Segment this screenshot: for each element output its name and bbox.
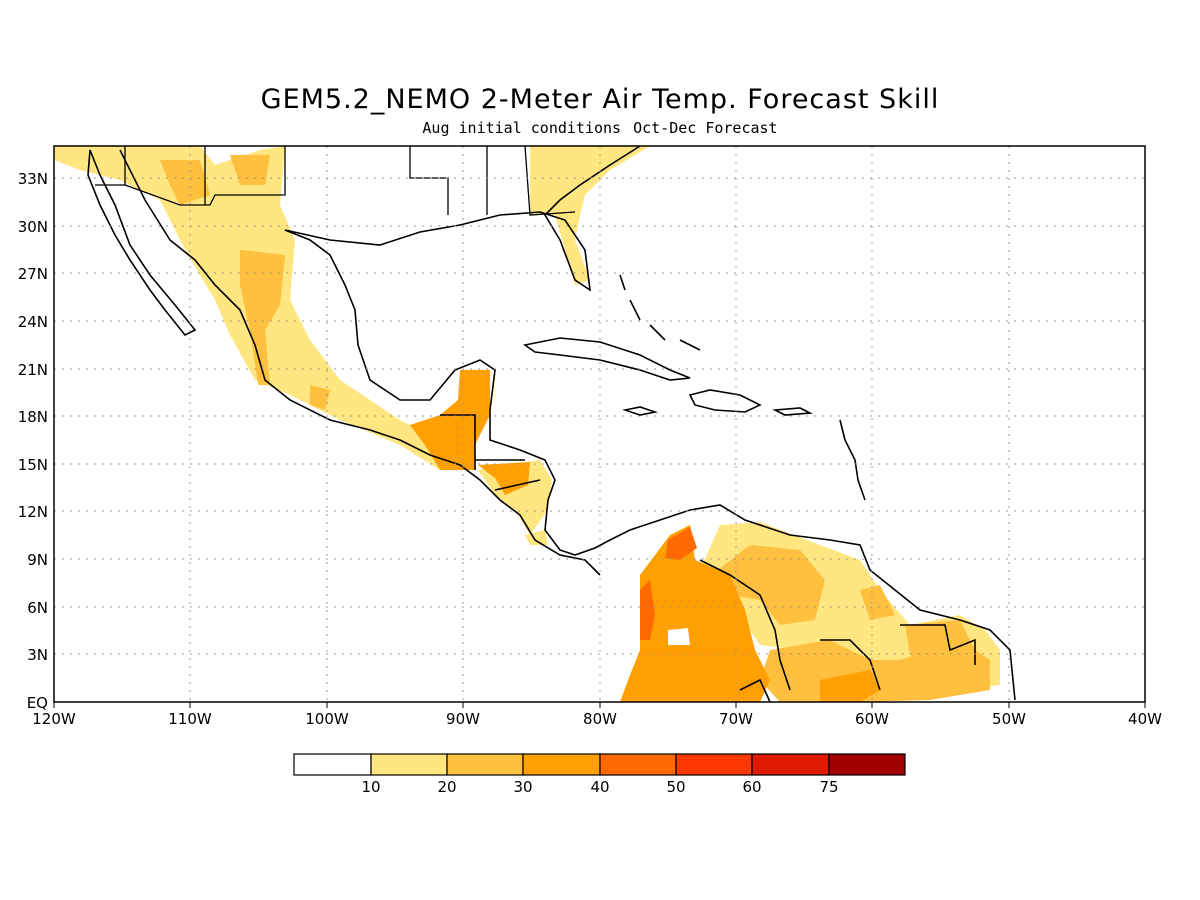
map-subtitle: Aug initial conditions Oct-Dec Forecast <box>0 119 1200 137</box>
colorbar-label: 30 <box>513 778 532 796</box>
lat-label: EQ <box>27 694 48 712</box>
lon-label: 40W <box>1128 710 1162 728</box>
colorbar-box <box>446 753 524 776</box>
colorbar-label: 60 <box>742 778 761 796</box>
lat-label: 3N <box>27 646 48 664</box>
lon-label: 80W <box>583 710 617 728</box>
colorbar-box <box>828 753 906 776</box>
state-borders <box>95 146 576 216</box>
colorbar-label: 20 <box>437 778 456 796</box>
colorbar-label: 10 <box>361 778 380 796</box>
colorbar-label: 75 <box>819 778 838 796</box>
lon-label: 120W <box>32 710 76 728</box>
coastlines <box>87 146 1016 702</box>
skill-shading-20-30 <box>160 155 990 702</box>
lon-label: 110W <box>168 710 212 728</box>
colorbar-label: 40 <box>590 778 609 796</box>
colorbar-label: 50 <box>666 778 685 796</box>
lat-label: 9N <box>27 551 48 569</box>
colorbar-box <box>293 753 372 776</box>
colorbar-box <box>751 753 830 776</box>
lat-label: 12N <box>18 503 48 521</box>
axis-ticks <box>53 702 1146 708</box>
lon-label: 70W <box>719 710 753 728</box>
colorbar-box <box>522 753 601 776</box>
lat-label: 21N <box>18 361 48 379</box>
lon-label: 100W <box>305 710 349 728</box>
subtitle-forecast-period: Oct-Dec Forecast <box>633 119 778 137</box>
lat-label: 18N <box>18 408 48 426</box>
colorbar-box <box>599 753 677 776</box>
colorbar-box <box>370 753 448 776</box>
map-title: GEM5.2_NEMO 2-Meter Air Temp. Forecast S… <box>260 84 940 115</box>
colorbar: 10 20 30 40 50 60 75 <box>293 753 906 796</box>
longitude-labels: 120W 110W 100W 90W 80W 70W 60W 50W 40W <box>32 710 1162 728</box>
subtitle-initial-conditions: Aug initial conditions <box>422 119 622 137</box>
gridlines <box>54 146 1145 702</box>
skill-shading-30-40 <box>410 370 880 702</box>
lat-label: 15N <box>18 456 48 474</box>
lat-label: 27N <box>18 265 48 283</box>
latitude-labels: 33N 30N 27N 24N 21N 18N 15N 12N 9N 6N 3N… <box>18 170 48 712</box>
colorbar-box <box>675 753 753 776</box>
lat-label: 6N <box>27 599 48 617</box>
lat-label: 33N <box>18 170 48 188</box>
lon-label: 60W <box>855 710 889 728</box>
lat-label: 24N <box>18 313 48 331</box>
skill-shading-40-50 <box>640 527 697 640</box>
lat-label: 30N <box>18 218 48 236</box>
lon-label: 50W <box>992 710 1026 728</box>
lon-label: 90W <box>446 710 480 728</box>
